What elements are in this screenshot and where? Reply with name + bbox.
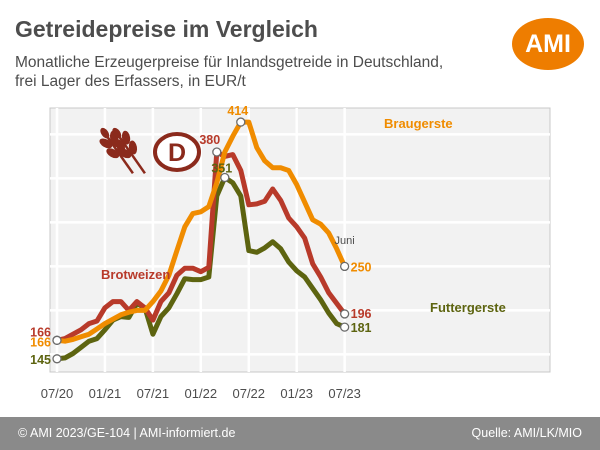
x-tick-label: 07/23 — [328, 386, 361, 401]
series-lines — [54, 119, 348, 362]
start-label-futtergerste: 145 — [30, 353, 51, 367]
logo-text: AMI — [525, 29, 571, 58]
last-month-label: Juni — [335, 235, 355, 247]
x-tick-label: 01/22 — [185, 386, 218, 401]
country-badge: D — [153, 132, 201, 172]
subtitle-line-2: frei Lager des Erfassers, in EUR/t — [15, 73, 246, 90]
subtitle-line-1: Monatliche Erzeugerpreise für Inlandsget… — [15, 54, 444, 71]
footer-source: Quelle: AMI/LK/MIO — [471, 426, 582, 440]
series-name-futtergerste: Futtergerste — [430, 300, 506, 315]
series-name-braugerste: Braugerste — [384, 116, 453, 131]
peak-marker-futtergerste — [220, 172, 230, 183]
peak-marker-braugerste — [236, 117, 246, 127]
end-label-braugerste: 250 — [351, 260, 372, 274]
x-axis-ticks: 07/20 01/21 07/21 01/22 07/22 01/23 07/23 — [41, 386, 361, 401]
ami-logo: AMI — [512, 18, 584, 70]
start-label-brotweizen: 166 — [30, 325, 51, 339]
x-tick-label: 01/21 — [89, 386, 122, 401]
start-marker-futtergerste — [52, 354, 62, 364]
end-marker-futtergerste — [339, 322, 350, 332]
wheat-ears-icon — [99, 127, 146, 175]
chart-subtitle: Monatliche Erzeugerpreise für Inlandsget… — [15, 53, 485, 91]
x-tick-label: 07/20 — [41, 386, 74, 401]
peak-label-braugerste: 414 — [227, 104, 248, 118]
end-label-brotweizen: 196 — [351, 307, 372, 321]
series-name-brotweizen: Brotweizen — [101, 267, 170, 282]
price-chart: D 166 250 414 Braugerste 166 196 380 Brotweizen… — [30, 104, 551, 401]
country-code: D — [168, 139, 186, 167]
peak-label-brotweizen: 380 — [199, 133, 220, 147]
series-line-brotweizen — [54, 149, 348, 343]
series-line-braugerste — [54, 119, 348, 344]
x-tick-label: 07/22 — [232, 386, 265, 401]
end-marker-brotweizen — [339, 309, 350, 319]
start-marker-brotweizen — [52, 335, 62, 345]
page-title: Getreidepreise im Vergleich — [15, 16, 318, 42]
start-label-braugerste: 166 — [30, 335, 51, 349]
end-marker-braugerste — [339, 261, 350, 272]
series-line-futtergerste — [54, 175, 348, 362]
peak-marker-brotweizen — [212, 147, 222, 157]
x-tick-label: 01/23 — [280, 386, 313, 401]
footer-bar: © AMI 2023/GE-104 | AMI-informiert.de Qu… — [0, 417, 600, 450]
emblem: D — [99, 127, 201, 175]
footer-copyright: © AMI 2023/GE-104 | AMI-informiert.de — [18, 426, 236, 440]
x-tick-label: 07/21 — [137, 386, 170, 401]
peak-label-futtergerste: 351 — [211, 162, 232, 176]
data-labels: 166 250 414 Braugerste 166 196 380 Brotweizen 14… — [30, 104, 506, 367]
end-label-futtergerste: 181 — [351, 321, 372, 335]
